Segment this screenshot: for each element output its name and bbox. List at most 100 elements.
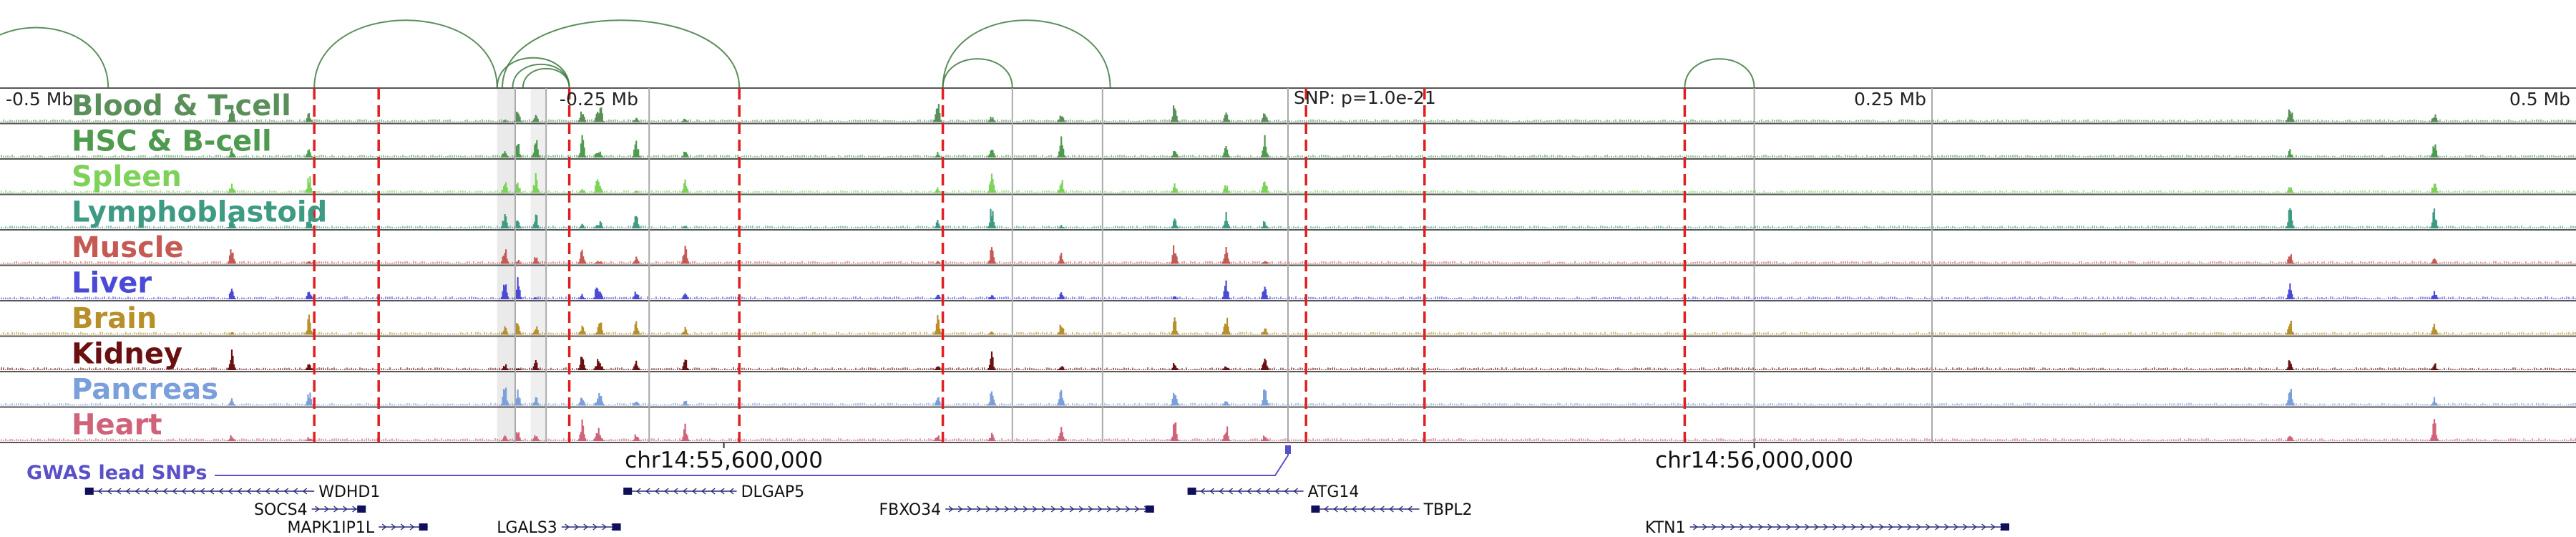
gene-strand-arrow (655, 488, 660, 495)
track-peak (932, 104, 943, 122)
track-peak (1259, 286, 1270, 299)
gene-strand-arrow (1981, 523, 1986, 531)
gene-strand-arrow (1352, 505, 1357, 513)
track-peak (631, 216, 642, 228)
track-peak (2429, 208, 2440, 228)
gene-strand-arrow (1851, 523, 1856, 531)
gene-strand-arrow (97, 488, 103, 495)
gene-strand-arrow (116, 488, 122, 495)
track-peak (986, 351, 997, 370)
track-peak (530, 397, 541, 406)
track-peak (577, 419, 587, 441)
gene-exon (1145, 505, 1154, 513)
track-peak (631, 291, 642, 299)
track-peak (499, 120, 510, 122)
track-peak (932, 220, 943, 228)
gene-strand-arrow (1944, 523, 1949, 531)
gene-strand-arrow (237, 488, 243, 495)
track-peak (530, 435, 541, 441)
chromatin-loop-arc (502, 19, 741, 89)
gene-strand-arrow (1004, 505, 1010, 513)
track-peak (499, 151, 510, 158)
track-peak (2429, 144, 2440, 158)
gene-strand-arrow (343, 505, 348, 513)
track-peak (631, 360, 642, 370)
track-peak (680, 151, 691, 158)
track-peak (303, 113, 315, 122)
snp-pvalue-label: SNP: p=1.0e-21 (1294, 87, 1436, 108)
track-label-blood-t-cell: Blood & T-cell (72, 90, 291, 122)
gene-strand-arrow (1134, 505, 1140, 513)
track-peak (631, 402, 642, 406)
gene-label-atg14: ATG14 (1308, 483, 1360, 501)
gene-strand-arrow (1721, 523, 1726, 531)
gwas-track: GWAS lead SNPs (26, 445, 1291, 484)
track-peak (577, 397, 587, 406)
gene-strand-arrow (645, 488, 650, 495)
track-peak (2285, 254, 2296, 264)
gene-strand-arrow (1991, 523, 1996, 531)
track-peak (303, 314, 315, 335)
gene-strand-arrow (1898, 523, 1903, 531)
track-peak (1259, 328, 1270, 335)
track-peak (680, 118, 691, 122)
track-peak (1221, 146, 1231, 158)
gene-strand-arrow (1097, 505, 1103, 513)
track-peak (1259, 181, 1270, 193)
gene-strand-arrow (1228, 488, 1234, 495)
gene-strand-arrow (1702, 523, 1707, 531)
track-peak (226, 183, 238, 193)
track-peak (2429, 324, 2440, 335)
gene-strand-arrow (1693, 523, 1698, 531)
chromatin-loop-arc (0, 26, 109, 89)
gene-strand-arrow (1013, 505, 1019, 513)
track-peak (1259, 261, 1270, 264)
track-peak (2285, 149, 2296, 158)
track-peak (986, 391, 997, 406)
gene-strand-arrow (255, 488, 261, 495)
track-peak (2285, 187, 2296, 193)
track-label-hsc-b-cell: HSC & B-cell (72, 125, 272, 158)
track-peak (631, 321, 642, 335)
gene-strand-arrow (1805, 523, 1810, 531)
track-peak (1221, 317, 1231, 335)
highlight-lines (313, 88, 1933, 442)
track-peak (631, 190, 642, 193)
gene-strand-arrow (1833, 523, 1838, 531)
gene-strand-arrow (1926, 523, 1931, 531)
track-peak (595, 435, 605, 441)
track-label-pancreas: Pancreas (72, 373, 218, 406)
track-peak (595, 392, 605, 406)
track-peak (530, 173, 541, 193)
gene-label-socs4: SOCS4 (254, 501, 308, 519)
gene-strand-arrow (181, 488, 187, 495)
chromatin-loop-arc (942, 58, 1013, 89)
gene-strand-arrow (1050, 505, 1056, 513)
gene-strand-arrow (409, 523, 415, 531)
gene-strand-arrow (1888, 523, 1893, 531)
track-peak (303, 392, 315, 406)
gene-strand-arrow (1370, 505, 1375, 513)
track-peak (577, 189, 587, 193)
track-peak (226, 105, 238, 122)
track-peak (2285, 283, 2296, 299)
gene-strand-arrow (125, 488, 131, 495)
gene-strand-arrow (1219, 488, 1224, 495)
gene-strand-arrow (683, 488, 688, 495)
gene-strand-arrow (1972, 523, 1977, 531)
track-peak (228, 332, 238, 335)
track-peak (932, 366, 943, 370)
gene-strand-arrow (391, 523, 396, 531)
track-peak (577, 357, 587, 370)
gene-strand-arrow (1767, 523, 1772, 531)
gene-strand-arrow (1078, 505, 1084, 513)
track-peak (932, 397, 943, 406)
gene-strand-arrow (1209, 488, 1215, 495)
track-peak (1221, 112, 1231, 122)
track-peak (932, 261, 943, 264)
gene-strand-arrow (692, 488, 697, 495)
track-peak (680, 293, 691, 299)
track-peak (499, 214, 510, 228)
track-peak (1169, 363, 1180, 370)
